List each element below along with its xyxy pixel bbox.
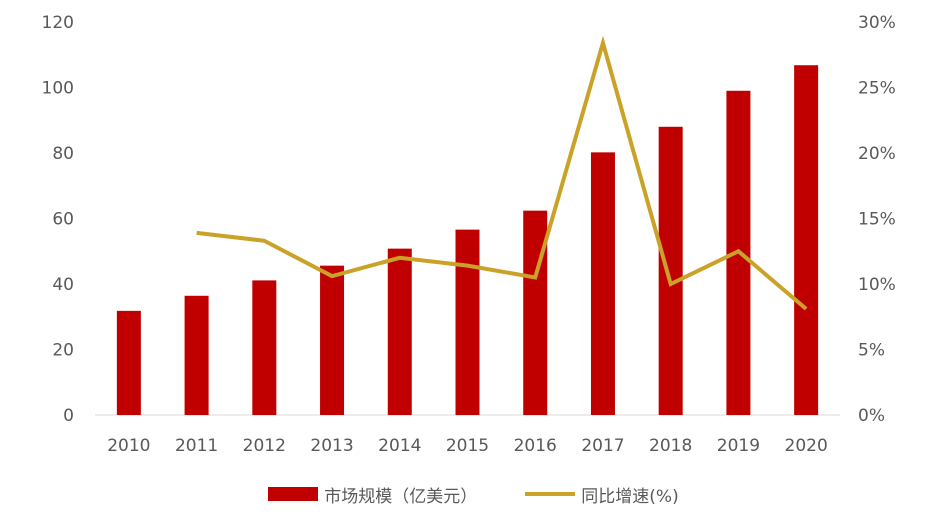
- x-tick-label: 2019: [717, 436, 760, 456]
- x-tick-label: 2016: [514, 436, 557, 456]
- bar: [320, 265, 345, 415]
- left-y-tick-label: 120: [42, 13, 74, 33]
- right-y-tick-label: 5%: [858, 341, 885, 361]
- bar: [116, 310, 141, 415]
- right-y-tick-label: 25%: [858, 79, 896, 99]
- left-y-tick-label: 100: [42, 79, 74, 99]
- bar: [455, 229, 480, 415]
- left-y-tick-label: 60: [52, 210, 74, 230]
- legend-label-line: 同比增速(%): [581, 486, 679, 507]
- left-y-tick-label: 80: [52, 144, 74, 164]
- line-series: [196, 35, 808, 311]
- x-tick-label: 2010: [107, 436, 150, 456]
- bar: [794, 65, 819, 415]
- bar: [252, 280, 277, 415]
- x-tick-label: 2011: [175, 436, 218, 456]
- bar-series: [116, 65, 819, 416]
- right-y-axis: 0% 5% 10% 15% 20% 25% 30%: [858, 13, 896, 426]
- legend-swatch-bar: [268, 487, 319, 501]
- right-y-tick-label: 30%: [858, 13, 896, 33]
- left-y-tick-label: 40: [52, 275, 74, 295]
- bar: [184, 295, 209, 415]
- x-tick-label: 2017: [581, 436, 624, 456]
- x-tick-label: 2018: [649, 436, 692, 456]
- growth-line: [196, 35, 808, 311]
- left-y-axis: 0 20 40 60 80 100 120: [42, 13, 74, 426]
- right-y-tick-label: 0%: [858, 406, 885, 426]
- bar: [590, 152, 615, 415]
- right-y-tick-label: 10%: [858, 275, 896, 295]
- x-tick-label: 2020: [785, 436, 828, 456]
- legend-item-line: 同比增速(%): [525, 482, 679, 507]
- bar: [658, 126, 683, 416]
- left-y-tick-label: 0: [63, 406, 74, 426]
- x-tick-label: 2013: [310, 436, 353, 456]
- bar: [387, 248, 412, 415]
- x-tick-label: 2014: [378, 436, 421, 456]
- x-tick-label: 2012: [243, 436, 286, 456]
- legend: 市场规模（亿美元） 同比增速(%): [0, 481, 947, 507]
- left-y-tick-label: 20: [52, 341, 74, 361]
- right-y-tick-label: 20%: [858, 144, 896, 164]
- x-tick-label: 2015: [446, 436, 489, 456]
- legend-label-bar: 市场规模（亿美元）: [324, 486, 478, 507]
- legend-swatch-line: [525, 492, 576, 496]
- x-axis-labels: 2010 2011 2012 2013 2014 2015 2016 2017 2018 2019…: [107, 436, 828, 456]
- right-y-tick-label: 15%: [858, 210, 896, 230]
- legend-item-bar: 市场规模（亿美元）: [268, 482, 477, 507]
